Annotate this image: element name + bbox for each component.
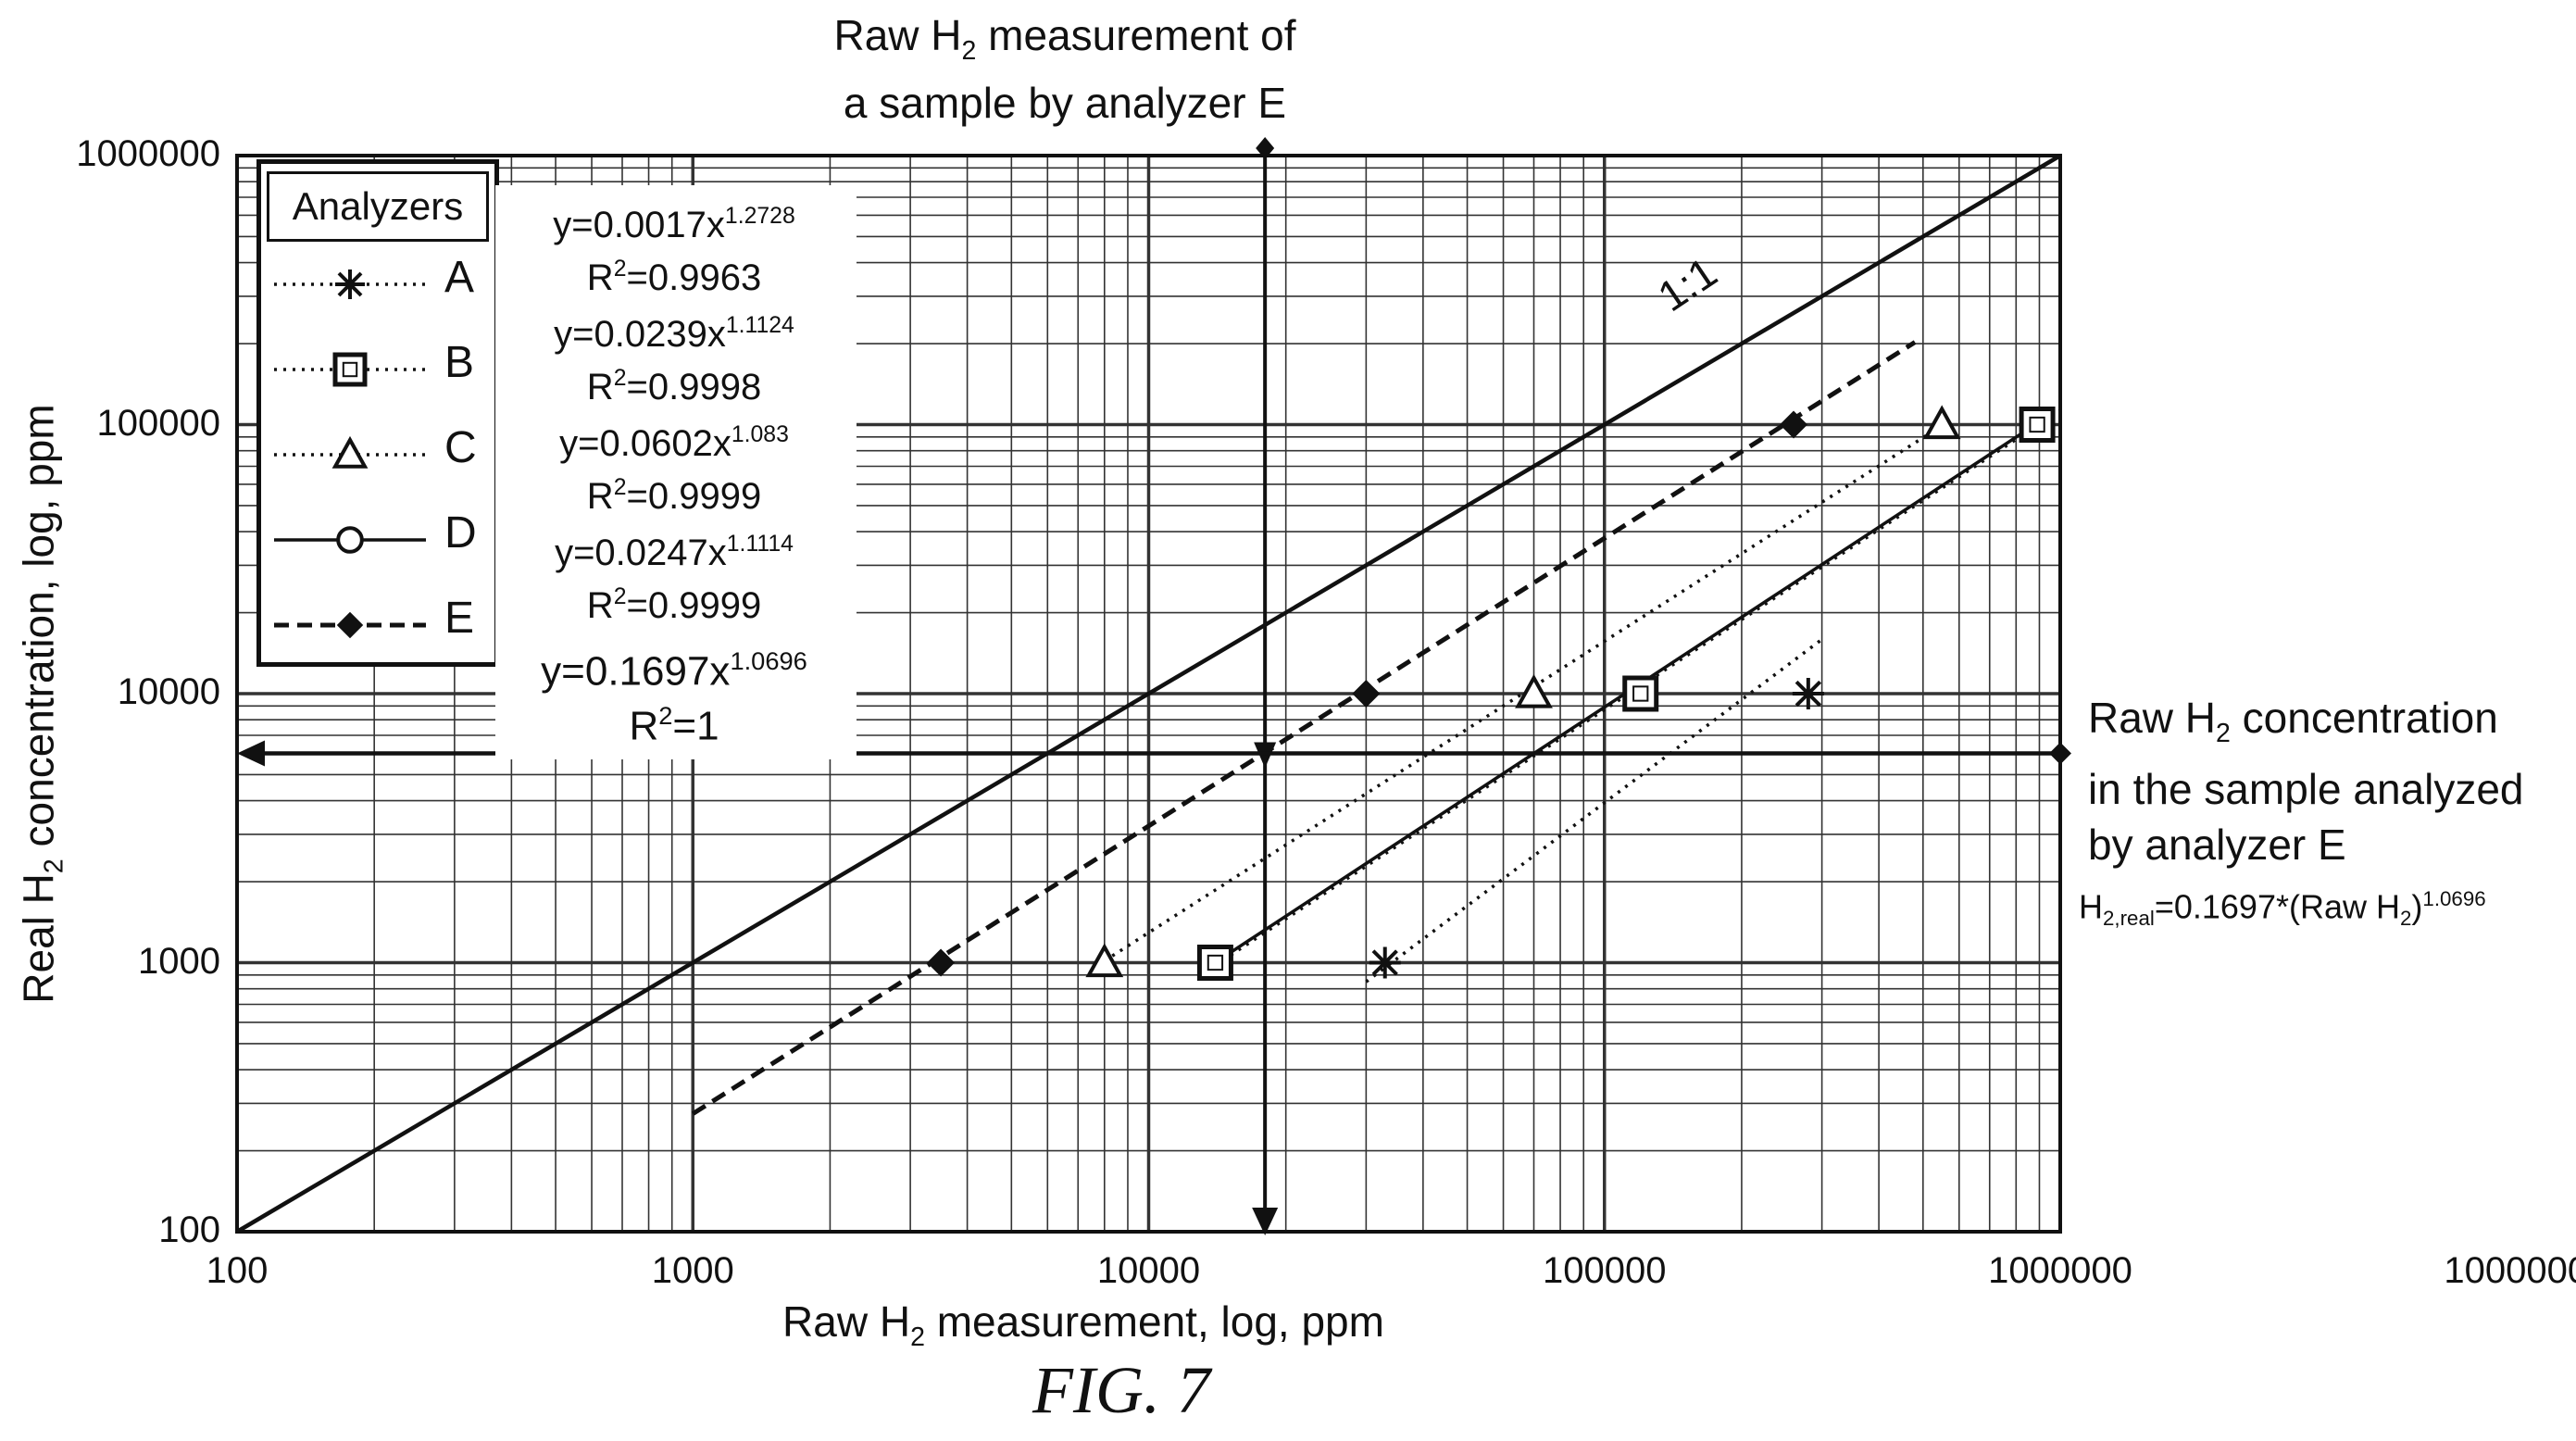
fit-line-a [1365,637,1823,984]
legend-label-a: A [444,253,475,302]
legend-label-b: B [444,338,475,387]
data-point-e [927,948,956,977]
data-point-b [1622,675,1659,712]
legend-markers [274,269,426,639]
fit-line-e [691,340,1917,1116]
legend-title: Analyzers [267,171,489,242]
x-tick-label: 100 [206,1250,269,1291]
fit-equation-a: y=0.0017x1.2728 R2=0.9963 [507,194,841,300]
horizontal-annotation: Raw H2 concentration in the sample analy… [2088,694,2524,869]
legend-marker-b [332,352,368,387]
identity-line-label: 1:1 [1649,247,1725,320]
vertical-line-diamond [1256,137,1275,159]
identity-line [235,154,2062,1234]
fit-equation-c: y=0.0602x1.083 R2=0.9999 [507,413,841,519]
data-point-a [1369,946,1401,979]
x-tick-label: 10000 [1096,1250,1201,1291]
x-tick-label: 1000000 [1988,1250,2132,1291]
vertical-annotation: Raw H2 measurement of a sample by analyz… [833,11,1296,127]
figure-caption: FIG. 7 [1032,1353,1210,1427]
data-point-c [1515,673,1553,708]
x-tick-label: 100000 [1543,1250,1667,1291]
plot-frame [235,154,2062,1234]
data-point-b [2019,407,2056,443]
legend: Analyzers A B C D E [256,159,499,667]
data-point-e [1352,679,1381,708]
fit-equation-b: y=0.0239x1.1124 R2=0.9998 [507,304,841,409]
fit-line-b [1214,408,2061,967]
legend-label-e: E [444,594,475,643]
y-tick-label: 10000 [117,671,220,712]
fit-lines [691,340,2061,1116]
formula-annotation: H2,real=0.1697*(Raw H2)1.0696 [2079,887,2486,931]
x-axis-title: Raw H2 measurement, log, ppm [782,1297,1384,1352]
data-point-c [1922,405,1961,440]
horizontal-line-diamond [2049,742,2071,765]
y-tick-label: 1000000 [76,133,220,174]
fit-line-d [1199,420,2041,974]
legend-marker-a [335,269,365,299]
data-point-e [1780,410,1808,439]
legend-label-c: C [444,423,477,472]
x-tick-label: 1000000 [2444,1250,2576,1291]
horizontal-line-arrowhead [237,740,265,767]
y-tick-label: 100 [158,1209,220,1250]
y-tick-label: 100000 [96,402,220,444]
y-tick-label: 1000 [138,940,220,982]
legend-marker-e [336,611,364,639]
data-markers [927,405,2056,981]
vertical-line-arrowhead [1252,1208,1279,1235]
data-point-c [1085,943,1124,978]
legend-marker-c [331,435,369,469]
legend-label-d: D [444,508,477,558]
data-point-a [1792,678,1824,709]
legend-marker-d [336,526,364,554]
data-point-b [1196,945,1233,981]
x-tick-label: 1000 [651,1250,734,1291]
fit-equation-d: y=0.0247x1.1114 R2=0.9999 [507,522,841,628]
fit-equation-e: y=0.1697x1.0696 R2=1 [507,639,841,749]
